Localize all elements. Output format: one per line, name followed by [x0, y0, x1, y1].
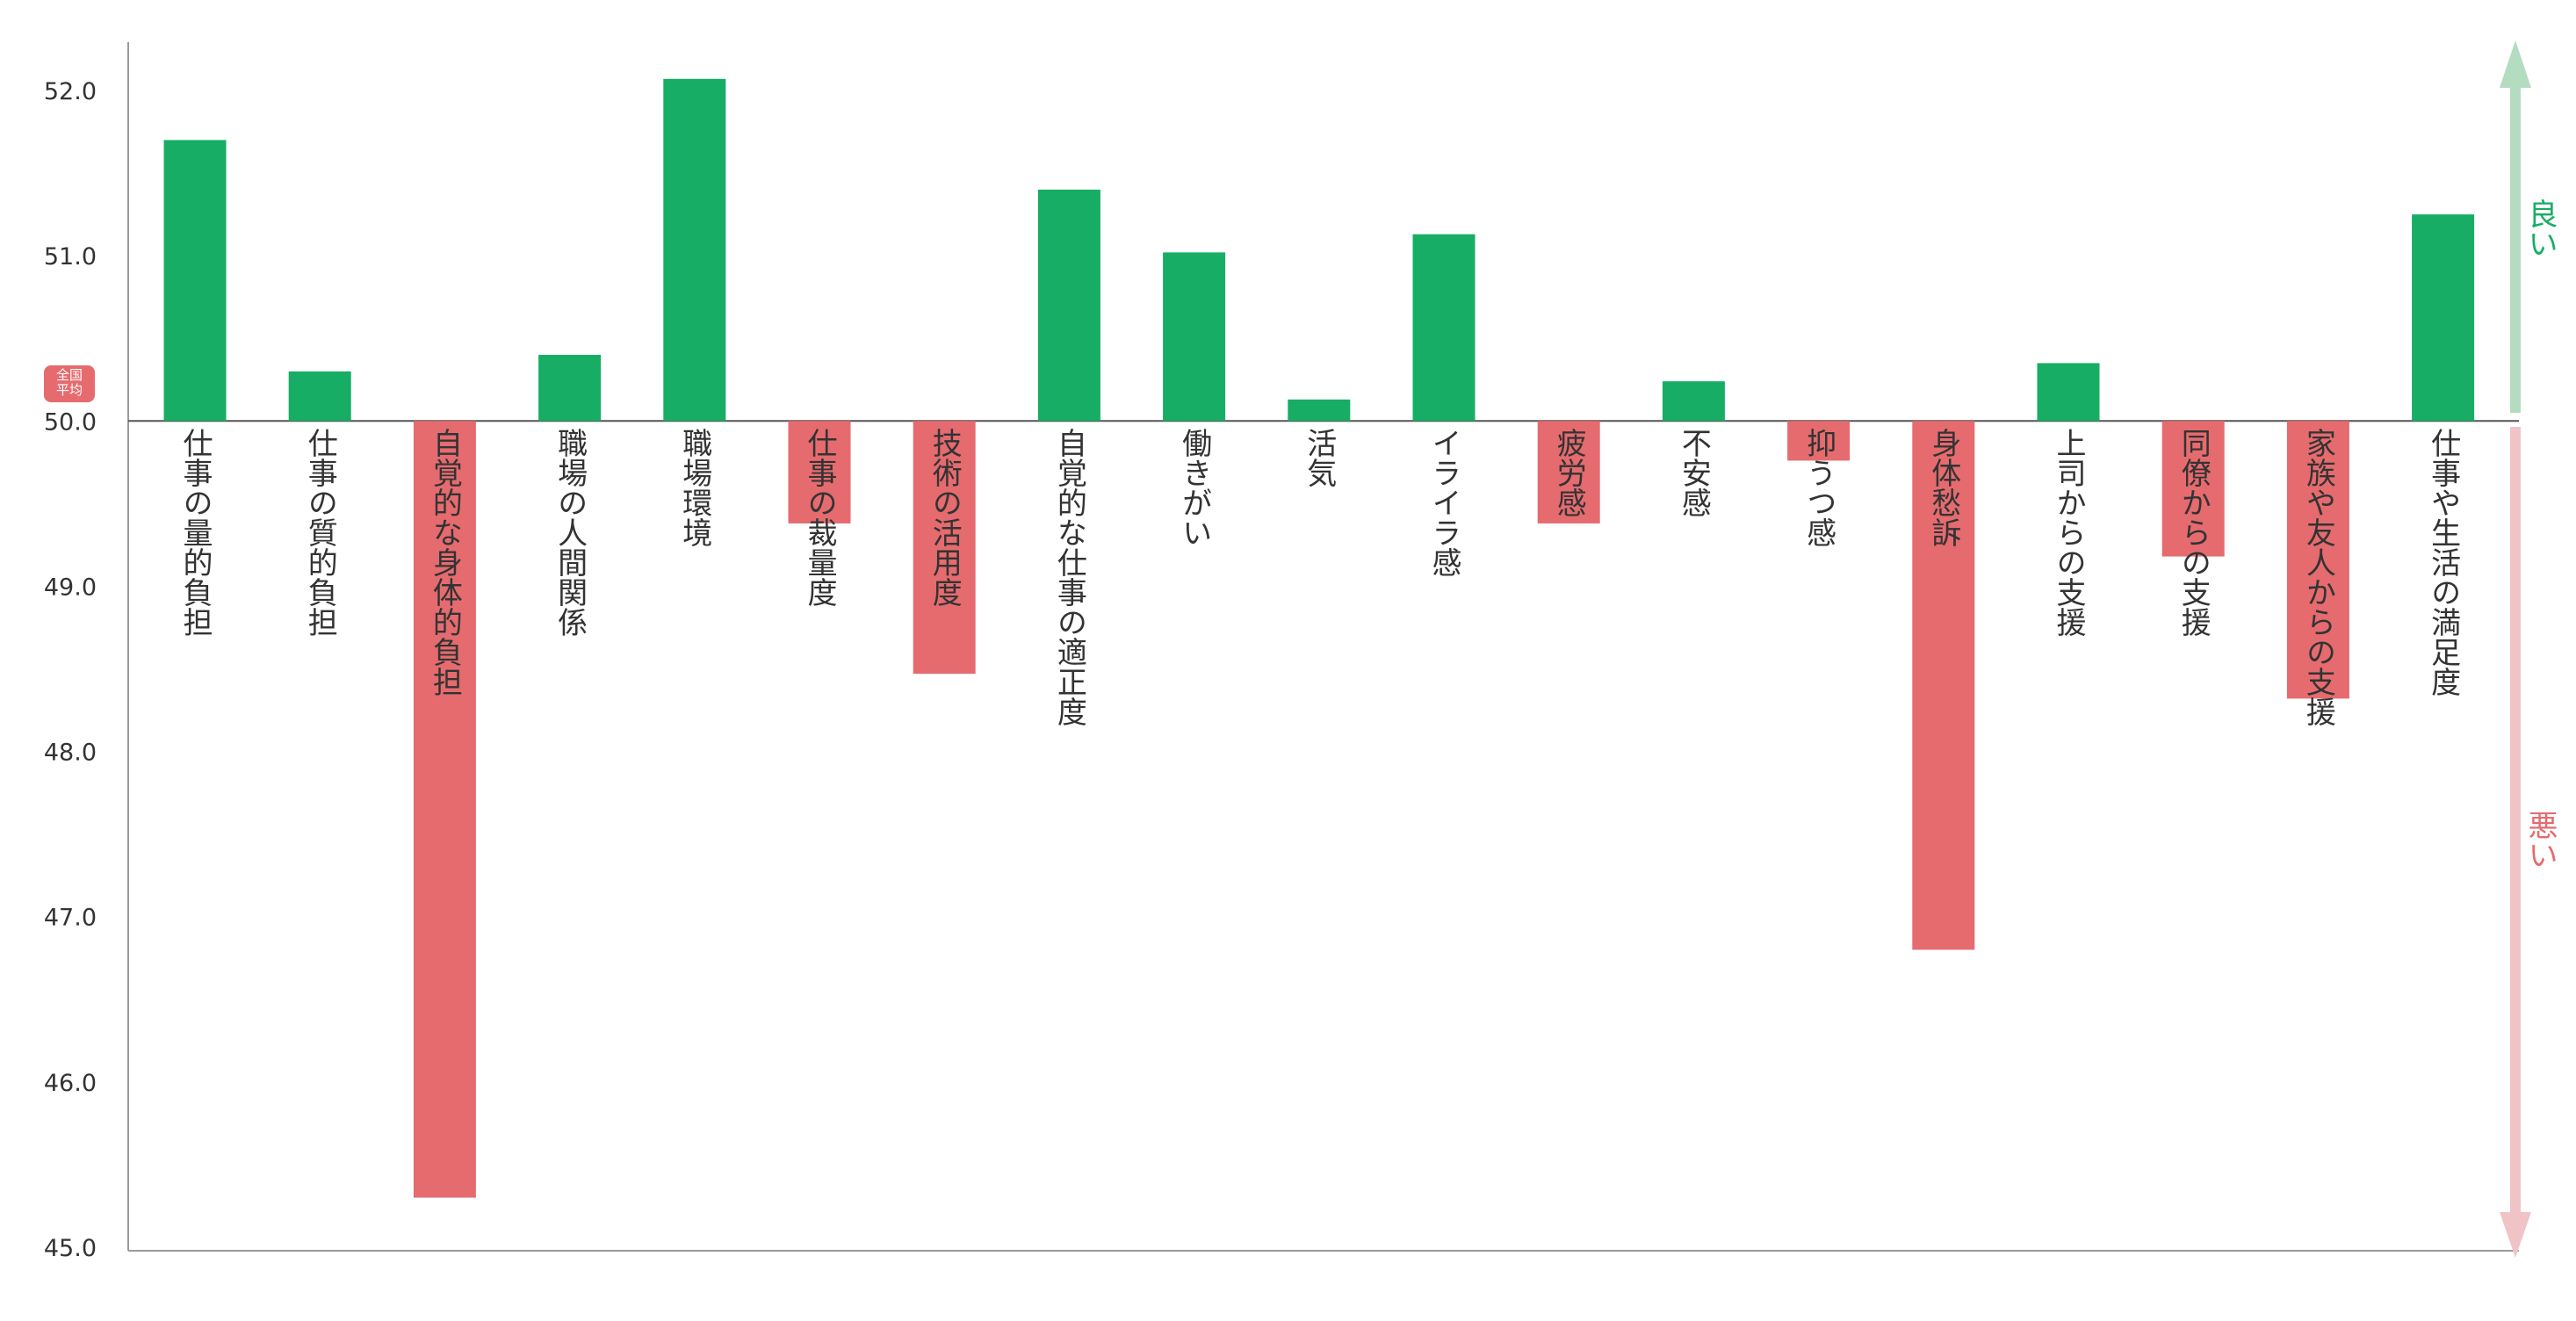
y-tick-label: 52.0 — [44, 78, 97, 105]
bar-7 — [913, 421, 976, 675]
baseline-badge-bg — [44, 365, 95, 402]
category-label: 仕事や生活の満足度 — [2426, 428, 2461, 697]
bar-10 — [1288, 399, 1351, 422]
y-tick-label: 48.0 — [44, 740, 97, 767]
category-label: 身体愁訴 — [1926, 428, 1961, 547]
category-label: 職場の人間関係 — [552, 428, 588, 637]
axes — [127, 42, 2519, 1252]
bar-11 — [1412, 234, 1476, 422]
category-label: 仕事の量的負担 — [177, 428, 213, 637]
bad-arrow-shaft — [2510, 427, 2521, 1217]
bar-18 — [2286, 421, 2349, 699]
y-tick-label: 47.0 — [44, 905, 97, 932]
y-tick-label: 45.0 — [44, 1235, 97, 1262]
bar-1 — [163, 140, 227, 422]
category-label: 同僚からの支援 — [2176, 428, 2211, 637]
bar-4 — [538, 355, 602, 422]
category-label: 仕事の質的負担 — [302, 428, 337, 637]
bar-14 — [1787, 421, 1851, 461]
good-label: 良い — [2522, 199, 2558, 258]
category-labels: 仕事の量的負担 仕事の質的負担 自覚的な身体的負担 職場の人間関係 職場環境 仕事の裁量度… — [177, 428, 2461, 726]
y-tick-label: 50.0 — [44, 408, 97, 436]
bar-3 — [413, 421, 476, 1198]
bar-2 — [288, 371, 351, 422]
category-label: 家族や友人からの支援 — [2300, 428, 2335, 726]
bars — [163, 78, 2475, 1198]
bar-8 — [1037, 189, 1100, 422]
baseline-badge-text: 全国 — [56, 367, 83, 383]
good-arrow-head — [2500, 40, 2531, 88]
category-label: 職場環境 — [677, 428, 712, 547]
bar-17 — [2161, 421, 2225, 557]
baseline-badge-text: 平均 — [56, 382, 83, 398]
category-label: 疲労感 — [1551, 428, 1586, 517]
category-label: 仕事の裁量度 — [802, 428, 837, 607]
y-tick-label: 51.0 — [44, 243, 97, 271]
y-tick-label: 49.0 — [44, 574, 97, 601]
category-label: 上司からの支援 — [2051, 428, 2086, 637]
category-label: 技術の活用度 — [927, 428, 962, 607]
bad-label: 悪い — [2522, 810, 2558, 870]
category-label: 自覚的な身体的負担 — [427, 428, 462, 697]
bar-13 — [1662, 381, 1725, 422]
bar-9 — [1163, 252, 1226, 422]
category-label: 活気 — [1302, 428, 1337, 487]
bar-19 — [2412, 214, 2475, 422]
y-tick-labels: 45.0 46.0 47.0 48.0 49.0 50.0 51.0 52.0 — [44, 78, 97, 1262]
category-label: イライラ感 — [1426, 428, 1461, 577]
category-label: 働きがい — [1177, 428, 1212, 547]
good-arrow-shaft — [2510, 86, 2521, 413]
bar-12 — [1537, 421, 1600, 523]
y-tick-label: 46.0 — [44, 1070, 97, 1097]
bad-arrow-head — [2500, 1212, 2531, 1258]
bar-16 — [2037, 363, 2100, 422]
category-label: 自覚的な仕事の適正度 — [1051, 428, 1086, 726]
bar-5 — [663, 78, 726, 422]
category-label: 抑うつ感 — [1801, 428, 1836, 547]
bar-15 — [1912, 421, 1975, 950]
category-label: 不安感 — [1676, 428, 1711, 517]
bar-6 — [788, 421, 851, 523]
